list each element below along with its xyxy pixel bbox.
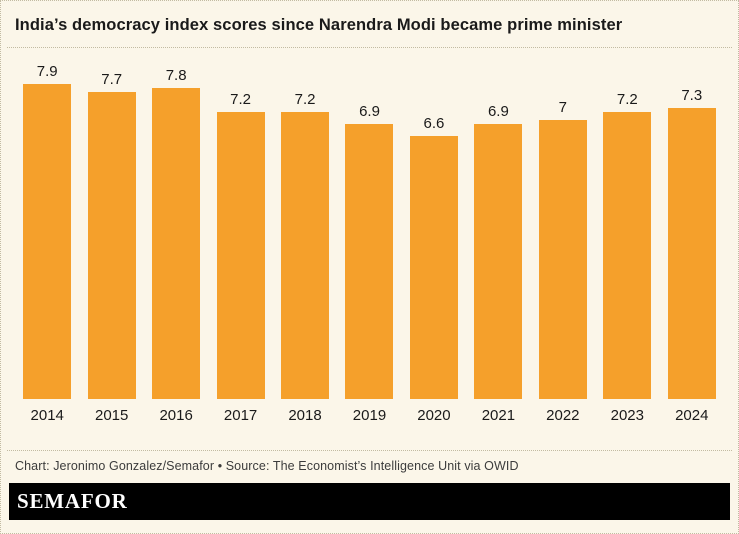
x-axis-label: 2017 — [223, 407, 258, 424]
bar-column: 6.6 — [402, 116, 466, 399]
bar — [281, 112, 330, 399]
bar-chart: 7.9 7.7 7.8 7.2 7.2 6.9 6.6 6.9 7 7.2 7.3 — [15, 64, 724, 399]
bar — [474, 124, 523, 399]
bar — [603, 112, 652, 399]
bar-value-label: 7.2 — [616, 91, 638, 108]
bar-column: 7.2 — [595, 92, 659, 399]
semafor-banner: SEMAFOR — [9, 483, 730, 520]
bar-value-label: 7.2 — [230, 91, 252, 108]
bar — [23, 84, 72, 399]
bar-column: 7.9 — [15, 64, 79, 399]
spacer — [1, 423, 738, 450]
chart-area: 7.9 7.7 7.8 7.2 7.2 6.9 6.6 6.9 7 7.2 7.3 2014 2015… — [1, 48, 738, 423]
bar — [667, 108, 716, 399]
bar-column: 6.9 — [466, 104, 530, 399]
bar-value-label: 7.9 — [36, 63, 58, 80]
bar-column: 7.2 — [208, 92, 272, 399]
bar-column: 7.2 — [273, 92, 337, 399]
bar-value-label: 7.8 — [165, 67, 187, 84]
bar-value-label: 6.9 — [359, 103, 380, 120]
semafor-logo: SEMAFOR — [17, 489, 128, 513]
chart-source-credit: Chart: Jeronimo Gonzalez/Semafor • Sourc… — [15, 459, 519, 473]
x-axis-label: 2018 — [288, 407, 322, 424]
x-axis-label: 2021 — [481, 407, 516, 424]
x-axis-label: 2020 — [417, 407, 451, 424]
x-axis-label: 2024 — [675, 407, 709, 424]
x-axis-label: 2023 — [610, 407, 644, 424]
bar — [152, 88, 201, 399]
x-axis: 2014 2015 2016 2017 2018 2019 2020 2021 2022 2023… — [15, 408, 724, 423]
bar-value-label: 7.7 — [101, 71, 123, 88]
bar — [409, 136, 458, 399]
x-axis-label: 2014 — [30, 407, 64, 424]
bar — [538, 120, 587, 399]
title-divider — [7, 47, 732, 48]
bar-column: 6.9 — [337, 104, 401, 399]
x-axis-label: 2015 — [94, 407, 129, 424]
x-axis-label: 2019 — [352, 407, 387, 424]
bar — [345, 124, 394, 399]
bar-column: 7.3 — [660, 88, 724, 399]
bar-column: 7.7 — [79, 72, 143, 399]
bar-value-label: 7.3 — [681, 87, 703, 104]
bar-value-label: 6.6 — [423, 115, 445, 132]
bar-column: 7.8 — [144, 68, 208, 399]
chart-title: India’s democracy index scores since Nar… — [15, 16, 623, 34]
bar-column: 7 — [531, 100, 595, 399]
bar — [216, 112, 265, 399]
bar-value-label: 6.9 — [487, 103, 509, 120]
bar — [87, 92, 136, 399]
x-axis-label: 2022 — [546, 407, 580, 424]
footer-divider — [7, 450, 732, 451]
x-axis-label: 2016 — [159, 407, 193, 424]
bar-value-label: 7.2 — [294, 91, 316, 108]
bar-value-label: 7 — [558, 99, 568, 116]
